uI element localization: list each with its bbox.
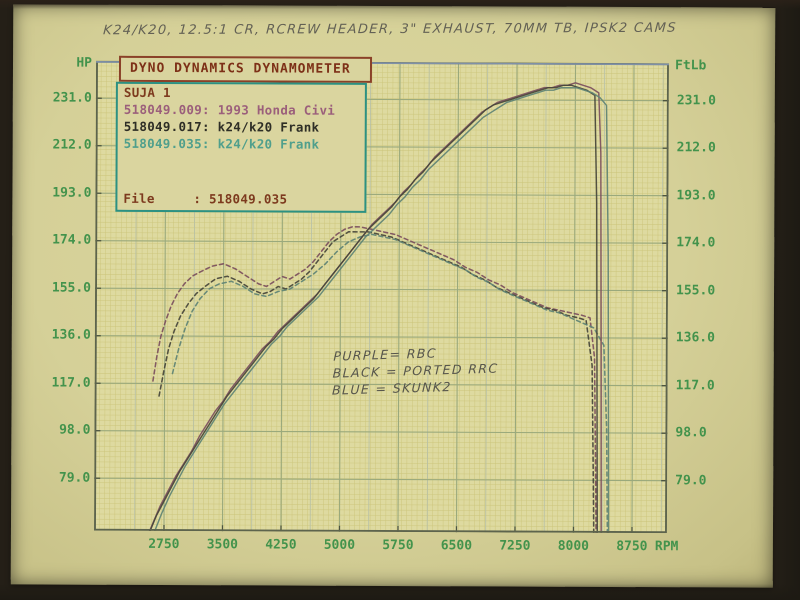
rpm-tick-label: 3500: [206, 537, 239, 553]
rpm-tick-label: 4250: [265, 537, 297, 553]
file-separator: :: [193, 191, 202, 207]
ftlb-tick-label: 155.0: [675, 282, 716, 298]
run-legend-box: SUJA 1 518049.009: 1993 Honda Civi 51804…: [115, 81, 367, 213]
ftlb-axis-title: FtLb: [674, 58, 707, 74]
hp-tick-label: 174.0: [52, 232, 92, 248]
ftlb-tick-label: 136.0: [675, 330, 715, 346]
rpm-axis-title: RPM: [654, 539, 679, 555]
run-separator: :: [201, 119, 210, 135]
rpm-tick-label: 5750: [382, 537, 414, 554]
dyno-title-text: DYNO DYNAMICS DYNAMOMETER: [129, 60, 351, 77]
hp-tick-label: 212.0: [52, 137, 92, 153]
hp-tick-label: 98.0: [59, 422, 91, 438]
run-id: 518049.009: [123, 101, 203, 118]
dyno-curve: [148, 84, 598, 534]
hp-tick-label: 193.0: [52, 185, 92, 201]
ftlb-tick-label: 193.0: [676, 187, 716, 203]
ftlb-tick-label: 212.0: [676, 140, 716, 156]
run-id: 518049.017: [123, 118, 203, 135]
handwritten-setup-note: K24/K20, 12.5:1 CR, RCREW HEADER, 3" EXH…: [102, 20, 678, 39]
operator-name: SUJA 1: [123, 84, 171, 101]
rpm-tick-label: 7250: [499, 538, 531, 554]
dyno-curve: [153, 87, 610, 534]
file-label: File: [123, 190, 155, 206]
run-row: 518049.009: 1993 Honda Civi: [118, 101, 365, 119]
file-row: File: 518049.035: [123, 191, 287, 207]
hp-tick-label: 136.0: [51, 327, 91, 343]
ftlb-tick-label: 117.0: [675, 377, 715, 393]
ftlb-tick-label: 174.0: [676, 235, 716, 251]
hp-tick-label: 231.0: [52, 90, 92, 106]
rpm-tick-label: 8000: [557, 538, 590, 554]
run-separator: :: [202, 102, 210, 118]
ftlb-tick-label: 98.0: [675, 425, 707, 441]
ftlb-tick-label: 79.0: [675, 472, 707, 488]
run-row: 518049.017: k24/k20 Frank: [118, 118, 365, 136]
rpm-tick-label: 6500: [440, 538, 473, 554]
run-separator: :: [201, 136, 210, 152]
run-desc: 1993 Honda Civi: [217, 102, 336, 118]
curve-color-annotation: PURPLE= RBC BLACK = PORTED RRC BLUE = SK…: [332, 343, 500, 399]
hp-tick-label: 79.0: [58, 470, 91, 486]
rpm-tick-label: 8750: [616, 538, 648, 555]
dyno-curve: [152, 226, 597, 534]
dyno-title-box: DYNO DYNAMICS DYNAMOMETER: [118, 55, 373, 83]
rpm-tick-label: 2750: [148, 536, 180, 553]
dyno-printout-paper: K24/K20, 12.5:1 CR, RCREW HEADER, 3" EXH…: [10, 4, 776, 588]
run-desc: k24/k20 Frank: [217, 136, 320, 152]
run-id: 518049.035: [123, 135, 202, 152]
photo-edge-shadow: [774, 0, 800, 600]
dyno-curve: [171, 233, 609, 534]
run-row: 518049.035: k24/k20 Frank: [118, 135, 365, 153]
run-desc: k24/k20 Frank: [217, 119, 320, 135]
file-value: 518049.035: [209, 191, 288, 207]
rpm-tick-label: 5000: [323, 537, 356, 553]
ftlb-tick-label: 231.0: [676, 92, 717, 108]
hp-axis-title: HP: [76, 55, 93, 71]
hp-tick-label: 155.0: [51, 280, 92, 296]
hp-tick-label: 117.0: [51, 375, 91, 391]
